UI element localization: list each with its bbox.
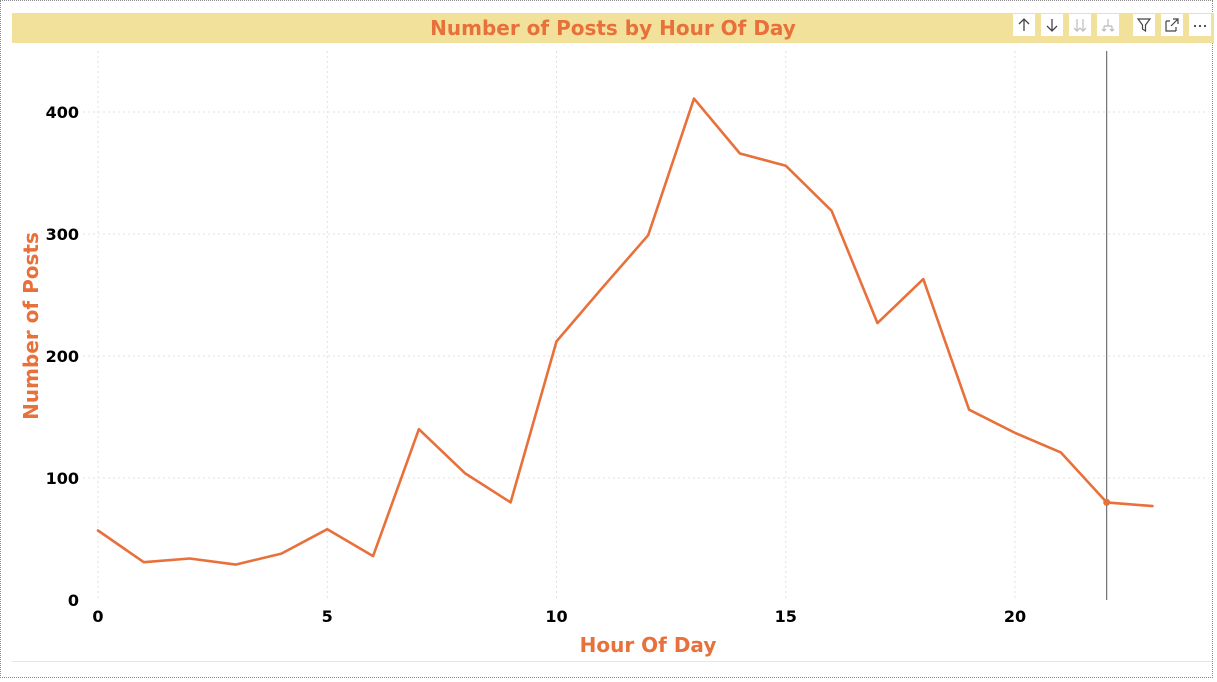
filter-button[interactable] xyxy=(1133,14,1155,36)
arrow-down-icon xyxy=(1044,17,1060,33)
y-tick-label: 300 xyxy=(46,225,79,244)
focus-mode-icon xyxy=(1164,17,1180,33)
data-point[interactable] xyxy=(1103,498,1111,506)
more-options-button[interactable] xyxy=(1189,14,1211,36)
x-tick-label: 0 xyxy=(92,607,103,626)
bottom-divider xyxy=(12,661,1212,662)
y-tick-label: 400 xyxy=(46,103,79,122)
y-axis-title: Number of Posts xyxy=(19,232,43,420)
gridlines xyxy=(83,51,1209,600)
x-axis-ticks: 0 5 10 15 20 xyxy=(92,607,1026,626)
x-tick-label: 15 xyxy=(775,607,797,626)
data-points xyxy=(97,98,1153,565)
double-arrow-down-icon xyxy=(1072,17,1088,33)
focus-mode-button[interactable] xyxy=(1161,14,1183,36)
x-tick-label: 10 xyxy=(545,607,567,626)
expand-level-button[interactable] xyxy=(1097,14,1119,36)
chart-title: Number of Posts by Hour Of Day xyxy=(430,16,796,40)
arrow-up-icon xyxy=(1016,17,1032,33)
y-tick-label: 200 xyxy=(46,347,79,366)
y-tick-label: 0 xyxy=(68,591,79,610)
x-tick-label: 20 xyxy=(1004,607,1026,626)
y-axis-ticks: 0 100 200 300 400 xyxy=(46,103,79,610)
more-options-icon xyxy=(1192,17,1208,33)
y-tick-label: 100 xyxy=(46,469,79,488)
x-axis-title: Hour Of Day xyxy=(580,633,717,657)
filter-icon xyxy=(1136,17,1152,33)
expand-hierarchy-icon xyxy=(1100,17,1116,33)
next-level-button[interactable] xyxy=(1069,14,1091,36)
series-line[interactable] xyxy=(96,97,1154,566)
drill-up-button[interactable] xyxy=(1013,14,1035,36)
drill-down-button[interactable] xyxy=(1041,14,1063,36)
x-tick-label: 5 xyxy=(322,607,333,626)
